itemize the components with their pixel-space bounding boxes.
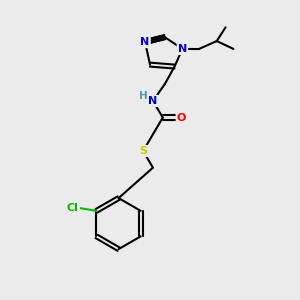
Text: N: N bbox=[178, 44, 187, 54]
Text: N: N bbox=[140, 37, 150, 47]
Text: Cl: Cl bbox=[67, 203, 79, 213]
Text: H: H bbox=[139, 91, 148, 101]
Text: N: N bbox=[148, 96, 158, 106]
Text: O: O bbox=[177, 112, 186, 123]
Text: S: S bbox=[139, 146, 147, 156]
